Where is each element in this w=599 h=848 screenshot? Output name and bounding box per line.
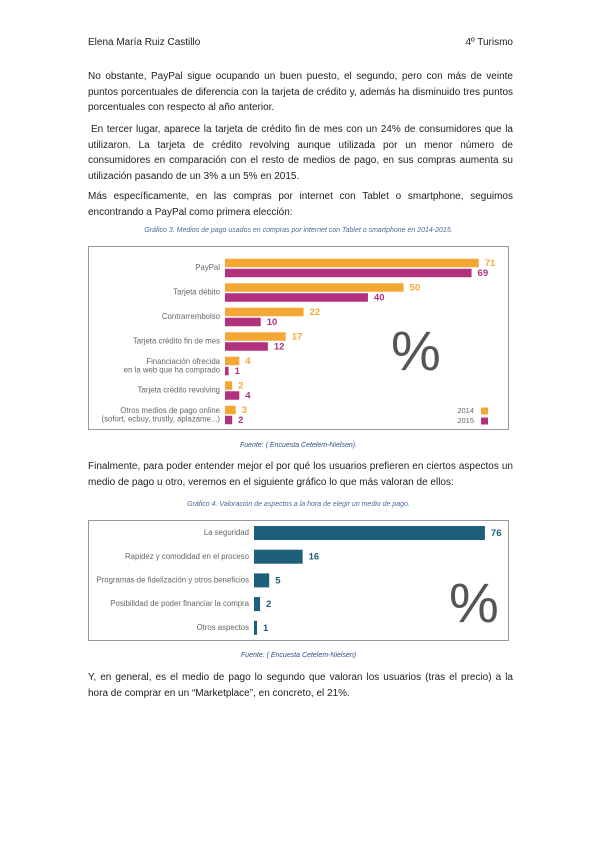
annotation: % [391,319,441,382]
value-label: 3 [242,405,247,416]
category-label: en la web que ha comprado [124,365,221,374]
category-label: Tarjeta débito [173,288,220,297]
header-course: 4º Turismo [465,37,513,48]
value-label: 1 [235,366,241,377]
value-label: 2 [238,381,243,392]
chart-source: Fuente: ( Encuesta Cetelem-Nielsen) [240,652,357,659]
legend-label: 2015 [457,416,474,425]
chart-caption: Gráfico 4. Valoración de aspectos a la h… [187,501,410,508]
category-label: PayPal [195,263,220,272]
value-label: 4 [245,391,251,402]
value-label: 10 [267,317,278,328]
legend-swatch [481,407,488,415]
value-label: 2 [266,599,271,610]
bar [225,258,479,268]
category-label: Posibilidad de poder financiar la compra [110,599,249,608]
header-author: Elena María Ruiz Castillo [88,37,201,48]
category-label: Rapidez y comodidad en el proceso [125,552,250,561]
bar [225,332,286,341]
value-label: 17 [292,332,303,343]
category-label: Otros medios de pago online [120,406,220,415]
value-label: 71 [485,258,496,269]
bar [254,526,485,540]
value-label: 12 [274,342,285,353]
chart: La seguridad 76 Rapidez y comodidad en el … [88,520,509,641]
legend-label: 2014 [457,406,474,415]
category-label: Financiación ofrecida [146,357,220,366]
bar [225,293,368,302]
bar [254,597,261,612]
category-label: Programas de fidelización y otros benefi… [96,575,249,584]
paragraph: No obstante, PayPal sigue ocupando un bu… [88,71,513,113]
bar [225,317,261,327]
category-label: Tarjeta crédito revolving [138,386,220,395]
category-label: (sofort, ecbuy, trustly, aplazame...) [102,414,221,423]
bar [225,268,472,278]
value-label: 2 [238,415,243,426]
category-label: La seguridad [204,528,249,537]
category-label: Tarjeta crédito fin de mes [133,337,220,346]
category-label: Contrarrembolso [162,312,221,321]
category-label: Otros aspectos [197,623,250,632]
value-label: 4 [245,356,251,367]
value-label: 40 [374,293,385,304]
bar [254,620,258,635]
paragraph: Más específicamente, en las compras por … [88,191,513,218]
bar [225,356,240,366]
bar [225,307,304,317]
bar [225,283,404,292]
bar [225,366,229,376]
annotation: % [449,571,499,634]
value-label: 50 [410,283,421,294]
chart-caption: Gráfico 3. Medios de pago usados en comp… [144,227,453,234]
value-label: 76 [491,528,502,539]
paragraph: Finalmente, para poder entender mejor el… [88,461,513,488]
paragraph: Y, en general, es el medio de pago lo se… [88,672,513,699]
legend-swatch [481,417,488,425]
bar [225,391,240,400]
paragraph: En tercer lugar, aparece la tarjeta de c… [88,124,513,182]
value-label: 69 [478,268,489,279]
bar [225,381,233,390]
bar [254,549,303,564]
value-label: 16 [309,552,320,563]
bar [254,573,270,588]
value-label: 5 [275,575,281,586]
bar [225,342,268,351]
bar [225,415,233,425]
chart-source: Fuente: ( Encuesta Cetelem-Nielsen). [239,442,358,449]
value-label: 22 [310,307,321,318]
bar [225,405,236,415]
value-label: 1 [263,623,269,634]
